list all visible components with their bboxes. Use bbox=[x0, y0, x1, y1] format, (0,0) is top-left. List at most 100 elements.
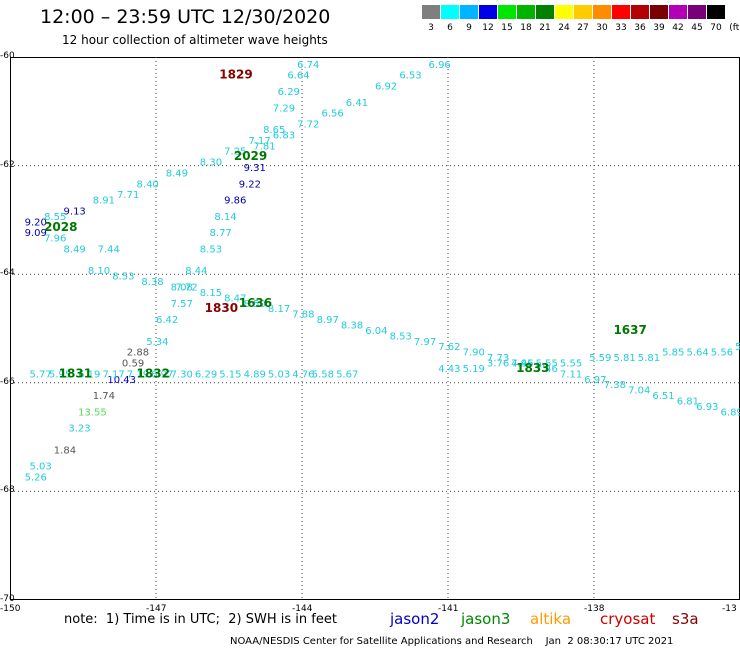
scale-label: 9 bbox=[466, 23, 472, 33]
wave-height-value: 5.85 bbox=[735, 342, 740, 353]
scale-label: 45 bbox=[691, 23, 703, 33]
wave-height-value: 8.53 bbox=[390, 331, 412, 342]
scale-label: 21 bbox=[539, 23, 551, 33]
wave-height-value: 13.55 bbox=[78, 407, 107, 418]
map-title: 12:00 – 23:59 UTC 12/30/2020 bbox=[40, 6, 331, 28]
wave-height-value: 6.53 bbox=[399, 71, 421, 82]
wave-height-value: 7.62 bbox=[438, 342, 460, 353]
map-plot-area: 5.26 5.03 1.84 3.23 13.55 1.74 10.43 0.59 2.88 5.… bbox=[10, 57, 740, 600]
wave-height-value: 8.38 bbox=[341, 321, 363, 332]
wave-height-value: 5.77 bbox=[29, 369, 51, 380]
wave-height-value: 6.89 bbox=[721, 407, 740, 418]
wave-height-value: 7.44 bbox=[98, 244, 120, 255]
wave-height-value: 5.64 bbox=[686, 348, 708, 359]
wave-height-value: 8.77 bbox=[210, 228, 232, 239]
wave-height-value: 5.03 bbox=[268, 369, 290, 380]
lat-label: -62 bbox=[0, 159, 15, 170]
lon-label: -147 bbox=[146, 604, 167, 614]
wave-height-value: 9.31 bbox=[244, 163, 266, 174]
scale-swatch bbox=[612, 5, 630, 19]
scale-swatch bbox=[593, 5, 611, 19]
scale-label: 18 bbox=[520, 23, 532, 33]
scale-swatch bbox=[460, 5, 478, 19]
wave-height-value: 7.72 bbox=[297, 120, 319, 131]
scale-swatch bbox=[536, 5, 554, 19]
wave-height-value: 7.46 bbox=[536, 364, 558, 375]
wave-height-value: 1.74 bbox=[93, 391, 115, 402]
wave-height-value: 10.43 bbox=[107, 375, 136, 386]
wave-height-value: 5.15 bbox=[219, 369, 241, 380]
wave-height-value: 6.93 bbox=[696, 402, 718, 413]
wave-height-value: 8.47 bbox=[224, 293, 246, 304]
wave-height-value: 7.72 bbox=[175, 282, 197, 293]
wave-height-value: 7.73 bbox=[487, 353, 509, 364]
scale-unit: (ft) bbox=[729, 23, 740, 33]
wave-height-value: 6.51 bbox=[458, 57, 480, 60]
wave-height-value: 1.84 bbox=[54, 445, 76, 456]
wave-height-value: 5.19 bbox=[463, 364, 485, 375]
satellite-altika: altika bbox=[530, 610, 572, 628]
wave-height-value: 7.97 bbox=[414, 337, 436, 348]
wave-height-value: 8.50 bbox=[244, 299, 266, 310]
wave-height-value: 5.58 bbox=[312, 369, 334, 380]
wave-height-value: 8.08 bbox=[171, 282, 193, 293]
pass-time-label: 2028 bbox=[44, 220, 77, 234]
wave-height-value: 8.65 bbox=[263, 125, 285, 136]
wave-height-value: 8.49 bbox=[64, 244, 86, 255]
pass-time-label: 1832 bbox=[137, 366, 170, 380]
lon-label: -144 bbox=[292, 604, 313, 614]
wave-height-value: 7.96 bbox=[44, 234, 66, 245]
wave-height-value: 9.20 bbox=[25, 217, 47, 228]
scale-label: 70 bbox=[710, 23, 722, 33]
scale-swatch bbox=[517, 5, 535, 19]
wave-height-value: 4.45 bbox=[511, 359, 533, 370]
wave-height-value: 4.43 bbox=[438, 364, 460, 375]
wave-height-value: 2.88 bbox=[127, 348, 149, 359]
wave-height-value: 9.22 bbox=[239, 179, 261, 190]
scale-label: 33 bbox=[615, 23, 627, 33]
wave-height-value: 7.29 bbox=[273, 103, 295, 114]
scale-label: 24 bbox=[558, 23, 570, 33]
wave-height-value: 6.92 bbox=[375, 82, 397, 93]
wave-height-value: 8.30 bbox=[200, 158, 222, 169]
pass-time-label: 1830 bbox=[205, 301, 238, 315]
scale-label: 42 bbox=[672, 23, 684, 33]
wave-height-value: 4.89 bbox=[244, 369, 266, 380]
wave-height-value: 6.04 bbox=[365, 326, 387, 337]
wave-height-value: 8.53 bbox=[112, 272, 134, 283]
wave-height-value: 6.29 bbox=[195, 369, 217, 380]
scale-swatch bbox=[555, 5, 573, 19]
pass-time-label: 1636 bbox=[239, 296, 272, 310]
wave-height-value: 8.91 bbox=[93, 196, 115, 207]
wave-height-value: 7.81 bbox=[253, 141, 275, 152]
wave-height-value: 8.14 bbox=[214, 212, 236, 223]
wave-height-value: 5.95 bbox=[49, 369, 71, 380]
scale-swatch bbox=[422, 5, 440, 19]
units-note: note: 1) Time is in UTC; 2) SWH is in fe… bbox=[64, 612, 337, 627]
wave-height-value: 6.29 bbox=[278, 87, 300, 98]
scale-label: 15 bbox=[501, 23, 513, 33]
scale-label: 27 bbox=[577, 23, 589, 33]
lat-label: -66 bbox=[0, 376, 15, 387]
satellite-s3a: s3a bbox=[672, 610, 699, 628]
wave-height-value: 8.15 bbox=[200, 288, 222, 299]
wave-height-value: 7.96 bbox=[511, 359, 533, 370]
wave-height-value: 8.97 bbox=[317, 315, 339, 326]
wave-height-value: 5.81 bbox=[638, 353, 660, 364]
wave-height-value: 5.55 bbox=[560, 359, 582, 370]
scale-label: 3 bbox=[428, 23, 434, 33]
scale-swatch bbox=[669, 5, 687, 19]
wave-height-value: 5.34 bbox=[146, 337, 168, 348]
map-subtitle: 12 hour collection of altimeter wave hei… bbox=[62, 33, 328, 47]
wave-height-value: 6.19 bbox=[78, 369, 100, 380]
lon-label: -141 bbox=[438, 604, 459, 614]
wave-height-value: 3.76 bbox=[487, 359, 509, 370]
satellite-cryosat: cryosat bbox=[600, 610, 656, 628]
satellite-jason2: jason2 bbox=[390, 610, 440, 628]
wave-height-value: 8.53 bbox=[200, 244, 222, 255]
wave-height-value: 0.59 bbox=[122, 359, 144, 370]
wave-height-value: 6.41 bbox=[346, 98, 368, 109]
wave-height-value: 4.76 bbox=[292, 369, 314, 380]
wave-height-value: 9.13 bbox=[64, 206, 86, 217]
scale-swatch bbox=[688, 5, 706, 19]
